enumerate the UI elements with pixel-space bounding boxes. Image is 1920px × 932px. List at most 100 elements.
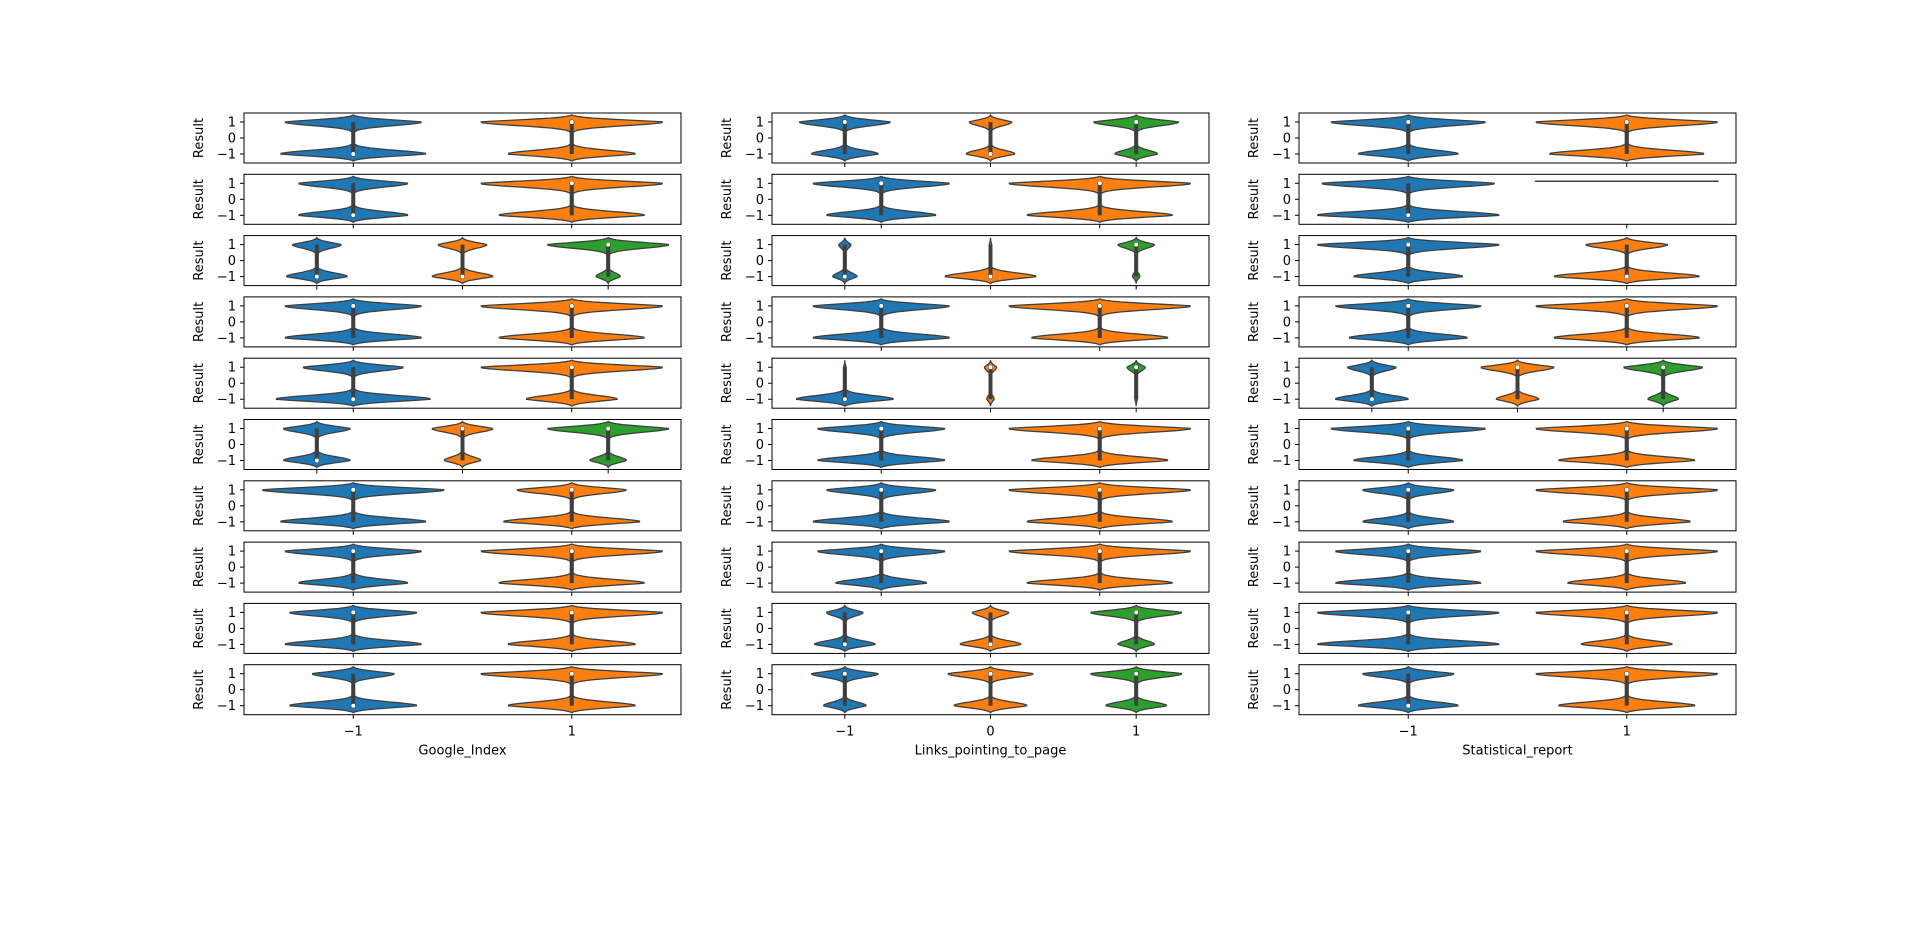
violin--1: [1330, 420, 1486, 469]
violin--1: [289, 665, 418, 714]
subplot-panel: 10−1 Result: [1247, 112, 1737, 167]
y-tick-label: 0: [1283, 377, 1291, 392]
y-tick-label: 1: [756, 606, 764, 621]
violin-median: [987, 671, 994, 677]
violin-median: [1133, 119, 1139, 125]
y-axis-label: Result: [1247, 179, 1262, 219]
y-axis-label: Result: [1247, 241, 1262, 281]
violin-median: [569, 487, 575, 493]
violin-median: [1405, 609, 1411, 616]
subplot-panel: 10−1 Result: [192, 419, 682, 474]
violin-median: [878, 180, 884, 186]
violin-1: [1008, 482, 1192, 530]
y-tick-label: −1: [1272, 638, 1291, 653]
y-tick-label: 1: [756, 667, 764, 682]
y-tick-label: 0: [228, 683, 236, 698]
violin-median: [314, 274, 320, 280]
subplot-panel: 10−1 Result: [192, 357, 682, 413]
subplot-panel: 10−1 Result: [720, 541, 1210, 597]
y-tick-label: −1: [217, 331, 236, 346]
violin-1: [1008, 543, 1192, 591]
y-tick-label: 1: [228, 361, 236, 376]
violin-median: [1097, 548, 1103, 554]
violin--1: [1334, 359, 1409, 408]
x-axis-label: Statistical_report: [1462, 744, 1572, 759]
violin-1: [1093, 114, 1180, 163]
y-axis-label: Result: [1247, 118, 1262, 158]
violin-median: [1624, 609, 1630, 616]
y-tick-label: −1: [1272, 148, 1291, 163]
violin-median: [987, 364, 994, 370]
violin-1: [1535, 666, 1719, 714]
violin-median: [350, 303, 356, 309]
y-axis-label: Result: [192, 547, 207, 587]
violin-median: [1405, 425, 1411, 432]
y-tick-label: 0: [228, 561, 236, 576]
violin-1: [480, 114, 664, 162]
violin-1: [1117, 236, 1156, 284]
violin-median: [1405, 303, 1411, 309]
violin-median: [350, 151, 356, 157]
y-tick-label: −1: [745, 209, 764, 224]
y-tick-label: 1: [1283, 606, 1291, 621]
subplot-panel: 10−1 Result: [1247, 296, 1737, 351]
y-axis-label: Result: [192, 608, 207, 648]
y-tick-label: 1: [228, 483, 236, 498]
violin-median: [1133, 364, 1139, 370]
violin-0: [983, 360, 998, 407]
y-tick-label: −1: [745, 331, 764, 346]
subplot-panel: 10−1 Result: [720, 235, 1210, 290]
violin-median: [842, 119, 848, 125]
y-tick-label: 1: [756, 361, 764, 376]
violin--1: [284, 604, 422, 653]
violin-1: [480, 543, 664, 591]
y-axis-label: Result: [192, 363, 207, 403]
violin-median: [1660, 364, 1666, 370]
violin--1: [284, 298, 422, 346]
violin-1: [1535, 114, 1719, 162]
y-tick-label: 1: [756, 545, 764, 560]
violin-1: [480, 666, 664, 714]
violin--1: [817, 543, 946, 591]
violin--1: [832, 237, 858, 286]
subplot-panel: 10−1 Result: [192, 173, 682, 229]
y-tick-label: −1: [217, 515, 236, 530]
violin--1: [813, 604, 876, 653]
violin-1: [480, 604, 664, 653]
violin-median: [1514, 364, 1521, 370]
x-tick-label: −1: [1399, 725, 1418, 740]
violin--1: [810, 665, 879, 714]
y-axis-label: Result: [720, 608, 735, 648]
subplot-panel: 10−1 Result: [192, 112, 682, 167]
violin-median: [569, 119, 575, 125]
y-tick-label: 1: [228, 299, 236, 314]
subplot-panel: 10−1 Result: [720, 419, 1210, 474]
y-tick-label: 0: [1283, 193, 1291, 208]
y-tick-label: 0: [228, 377, 236, 392]
violin-median: [569, 548, 575, 554]
violin-1: [1535, 420, 1719, 469]
violin-median: [569, 180, 575, 186]
subplot-panel: 10−1 Result: [192, 602, 682, 658]
y-tick-label: 1: [228, 545, 236, 560]
violin-median: [459, 274, 466, 280]
subplot-panel: 10−1 Result: [192, 296, 682, 351]
violin-median: [314, 457, 320, 464]
violin-0: [1480, 359, 1555, 408]
y-axis-label: Result: [720, 241, 735, 281]
y-tick-label: 0: [228, 132, 236, 147]
y-tick-label: −1: [217, 699, 236, 714]
y-tick-label: −1: [745, 638, 764, 653]
violin-1: [480, 359, 664, 408]
violin--1: [1362, 481, 1455, 530]
y-tick-label: −1: [217, 638, 236, 653]
y-tick-label: −1: [217, 209, 236, 224]
y-axis-label: Result: [720, 118, 735, 158]
violin-median: [842, 641, 848, 648]
violin--1: [798, 114, 891, 162]
violin-median: [1405, 212, 1411, 218]
y-tick-label: 0: [756, 254, 764, 269]
violin-0: [965, 113, 1016, 163]
